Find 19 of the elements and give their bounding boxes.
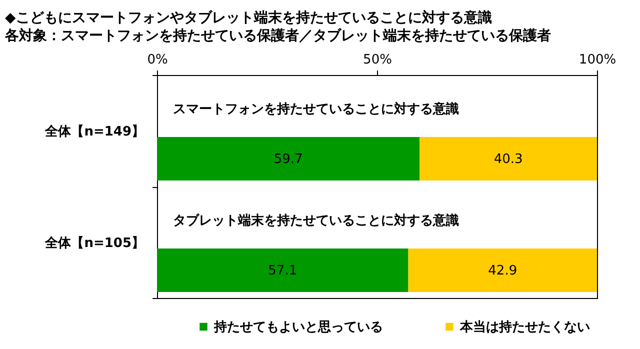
data-label: 42.9 — [488, 263, 518, 278]
bar — [157, 248, 408, 292]
bar — [157, 137, 420, 180]
chart-subtitle: 各対象：スマートフォンを持たせている保護者／タブレット端末を持たせている保護者 — [4, 27, 551, 44]
y-tick-label: 全体【n=105】 — [44, 234, 144, 251]
data-label: 57.1 — [268, 263, 298, 278]
annotation: タブレット端末を持たせていることに対する意識 — [173, 212, 459, 228]
bar — [408, 248, 597, 292]
x-tick-label: 100% — [578, 52, 616, 68]
x-tick-label: 50% — [363, 52, 392, 68]
legend-label: 持たせてもよいと思っている — [213, 320, 383, 335]
bar — [420, 137, 597, 180]
x-tick-label: 0% — [147, 52, 168, 68]
data-label: 59.7 — [274, 152, 303, 167]
legend-label: 本当は持たせたくない — [459, 320, 590, 335]
chart-title: ◆こどもにスマートフォンやタブレット端末を持たせていることに対する意識 — [5, 9, 492, 26]
annotation: スマートフォンを持たせていることに対する意識 — [173, 100, 459, 117]
data-label: 40.3 — [494, 152, 523, 167]
y-tick-label: 全体【n=149】 — [44, 123, 144, 140]
